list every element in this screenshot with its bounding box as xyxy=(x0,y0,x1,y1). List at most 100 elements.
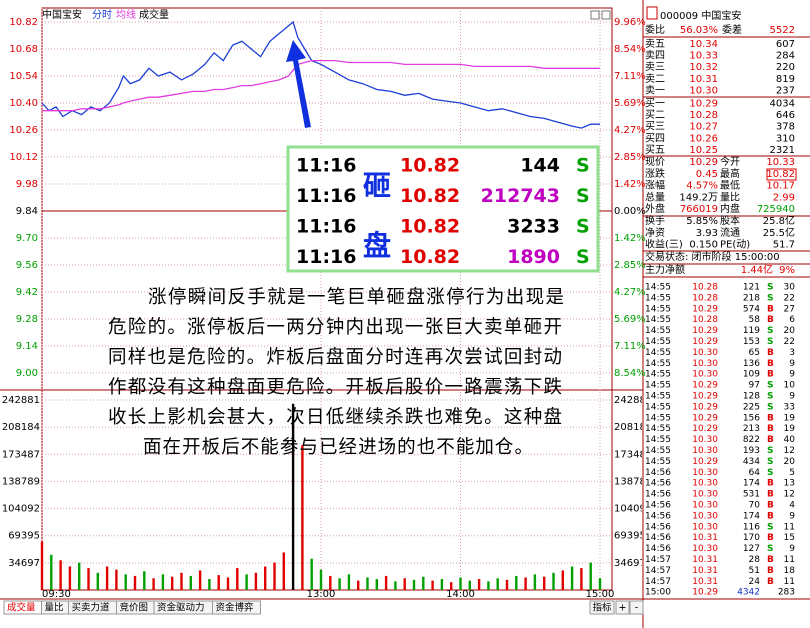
stat-label: 净资 xyxy=(645,226,665,239)
y2-tick-label: 8.54% xyxy=(614,368,646,379)
volume-bar xyxy=(589,562,592,590)
y-tick-label: 9.28 xyxy=(16,314,38,325)
book-volume: 2321 xyxy=(770,145,795,156)
y-tick-label: 104092 xyxy=(614,504,652,515)
y-tick-label: 9.98 xyxy=(16,179,38,190)
trade-side: S xyxy=(767,381,773,391)
icon-button[interactable] xyxy=(590,10,600,20)
x-tick-label: 15:00 xyxy=(586,589,615,600)
trade-volume: 4342 xyxy=(737,588,760,598)
trade-side: B xyxy=(767,435,774,445)
volume-bar xyxy=(301,445,304,590)
trade-time: 11:16 xyxy=(296,155,356,177)
y2-tick-label: 0.00% xyxy=(614,206,646,217)
tool-button[interactable] xyxy=(629,600,644,615)
trade-side: B xyxy=(767,577,774,587)
trade-volume: 822 xyxy=(743,435,760,445)
trade-price: 10.29 xyxy=(692,588,718,598)
tab-label: 成交量 xyxy=(7,602,36,614)
y2-tick-label: 9.96% xyxy=(614,17,646,28)
trade-price: 10.31 xyxy=(692,566,718,576)
y-tick-label: 9.00 xyxy=(16,368,38,379)
trade-count: 6 xyxy=(789,315,795,325)
trade-volume: 51 xyxy=(749,566,760,576)
volume-bar xyxy=(496,578,499,590)
book-label: 卖一 xyxy=(645,84,665,96)
trade-time: 14:55 xyxy=(645,446,671,456)
tool-button[interactable] xyxy=(589,600,615,615)
trade-time: 14:56 xyxy=(645,522,671,532)
book-volume: 237 xyxy=(776,85,795,96)
volume-bar xyxy=(59,560,62,590)
book-volume: 220 xyxy=(776,62,795,73)
y2-tick-label: 8.54% xyxy=(614,44,646,55)
tool-label: - xyxy=(635,603,638,614)
trade-side: B xyxy=(767,479,774,489)
volume-bar xyxy=(561,570,564,590)
trade-price: 10.30 xyxy=(692,435,718,445)
volume-bar xyxy=(189,575,192,590)
flow-label: 主力净额 xyxy=(645,263,685,276)
trade-time: 14:55 xyxy=(645,424,671,434)
annotation-text: 面在开板后不能参与已经进场的也不能加仓。 xyxy=(143,437,533,458)
trade-price: 10.30 xyxy=(692,348,718,358)
volume-bar xyxy=(245,574,248,590)
trade-count: 4 xyxy=(789,501,795,511)
trade-time: 14:55 xyxy=(645,283,671,293)
trade-time: 14:56 xyxy=(645,501,671,511)
trade-time: 14:55 xyxy=(645,326,671,336)
y-tick-label: 9.84 xyxy=(16,206,38,217)
icon-button[interactable] xyxy=(601,10,611,20)
y-tick-label: 34697 xyxy=(8,558,40,569)
volume-bar xyxy=(329,575,332,590)
annotation-text: 作都没有这种盘面更危险。开板后股价一路震荡下跌 xyxy=(108,377,562,398)
stat-label: 涨幅 xyxy=(645,179,665,192)
y-tick-label: 10.68 xyxy=(9,44,38,55)
book-label: 买二 xyxy=(645,109,665,121)
y-tick-label: 10.40 xyxy=(9,98,38,109)
y-tick-label: 10.54 xyxy=(9,71,38,82)
price-line xyxy=(42,59,600,112)
trade-time: 14:55 xyxy=(645,457,671,467)
trade-count: 19 xyxy=(784,424,796,434)
trade-time: 11:16 xyxy=(296,216,356,238)
stat-label: 总量 xyxy=(645,190,665,203)
volume-bar xyxy=(524,577,527,590)
volume-bar xyxy=(338,578,341,590)
tab[interactable] xyxy=(212,600,261,615)
y-tick-label: 9.56 xyxy=(16,260,38,271)
trade-volume: 153 xyxy=(743,337,760,347)
trade-side: B xyxy=(767,533,774,543)
volume-bar xyxy=(543,576,546,590)
trade-side: B xyxy=(767,511,774,521)
stat-label: PE(动) xyxy=(720,239,750,251)
trade-side: B xyxy=(767,315,774,325)
trade-count: 20 xyxy=(784,457,796,467)
tool-label: + xyxy=(619,603,627,614)
trade-price: 10.82 xyxy=(400,216,460,238)
trade-count: 15 xyxy=(784,533,795,543)
y-tick-label: 173487 xyxy=(614,449,652,460)
trade-volume: 97 xyxy=(749,381,760,391)
book-label: 卖四 xyxy=(645,50,665,62)
y-tick-label: 242881 xyxy=(2,395,40,406)
trade-time: 14:56 xyxy=(645,468,671,478)
volume-bar xyxy=(133,575,137,590)
volume-bar xyxy=(180,572,183,590)
y2-tick-label: 5.69% xyxy=(614,314,646,325)
trade-volume: 58 xyxy=(749,315,761,325)
volume-bar xyxy=(236,568,239,590)
trade-side: S xyxy=(767,468,773,478)
tool-button[interactable] xyxy=(615,600,630,615)
trade-price: 10.30 xyxy=(692,370,718,380)
book-price: 10.31 xyxy=(689,74,718,85)
trade-volume: 156 xyxy=(743,413,760,423)
trade-volume: 116 xyxy=(743,522,760,532)
x-tick-label: 13:00 xyxy=(307,589,336,600)
trade-time: 14:56 xyxy=(645,544,671,554)
trade-side: S xyxy=(576,185,590,207)
trade-price: 10.30 xyxy=(692,468,718,478)
trade-time: 14:55 xyxy=(645,381,671,391)
volume-bar xyxy=(403,578,406,590)
trade-count: 30 xyxy=(784,283,796,293)
